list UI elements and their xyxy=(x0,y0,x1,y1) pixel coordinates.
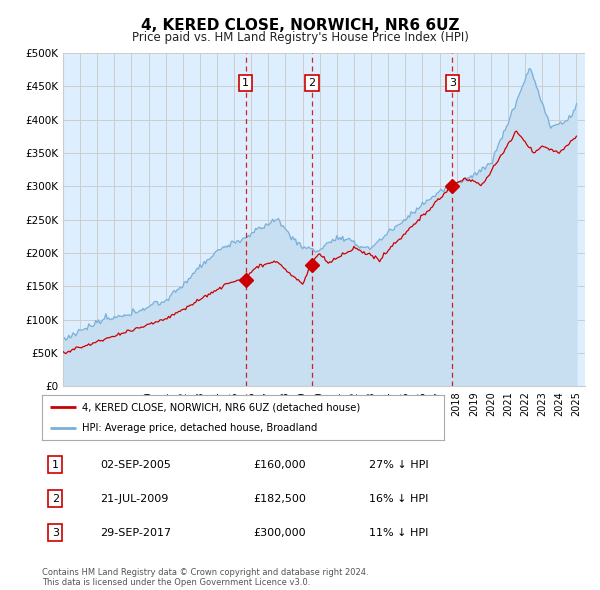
Text: 3: 3 xyxy=(449,78,456,88)
Text: 02-SEP-2005: 02-SEP-2005 xyxy=(100,460,171,470)
Text: £182,500: £182,500 xyxy=(253,494,306,503)
Text: 27% ↓ HPI: 27% ↓ HPI xyxy=(370,460,429,470)
Text: 11% ↓ HPI: 11% ↓ HPI xyxy=(370,527,429,537)
Text: 1: 1 xyxy=(52,460,59,470)
Text: £300,000: £300,000 xyxy=(253,527,306,537)
Text: £160,000: £160,000 xyxy=(253,460,306,470)
Text: 1: 1 xyxy=(242,78,249,88)
Text: 29-SEP-2017: 29-SEP-2017 xyxy=(100,527,171,537)
Text: HPI: Average price, detached house, Broadland: HPI: Average price, detached house, Broa… xyxy=(82,424,317,434)
Text: 3: 3 xyxy=(52,527,59,537)
Text: 4, KERED CLOSE, NORWICH, NR6 6UZ: 4, KERED CLOSE, NORWICH, NR6 6UZ xyxy=(141,18,459,32)
Text: 4, KERED CLOSE, NORWICH, NR6 6UZ (detached house): 4, KERED CLOSE, NORWICH, NR6 6UZ (detach… xyxy=(82,402,361,412)
Text: 2: 2 xyxy=(308,78,316,88)
Text: 2: 2 xyxy=(52,494,59,503)
Text: Contains HM Land Registry data © Crown copyright and database right 2024.
This d: Contains HM Land Registry data © Crown c… xyxy=(42,568,368,587)
Text: 16% ↓ HPI: 16% ↓ HPI xyxy=(370,494,429,503)
Text: Price paid vs. HM Land Registry's House Price Index (HPI): Price paid vs. HM Land Registry's House … xyxy=(131,31,469,44)
Text: 21-JUL-2009: 21-JUL-2009 xyxy=(100,494,169,503)
